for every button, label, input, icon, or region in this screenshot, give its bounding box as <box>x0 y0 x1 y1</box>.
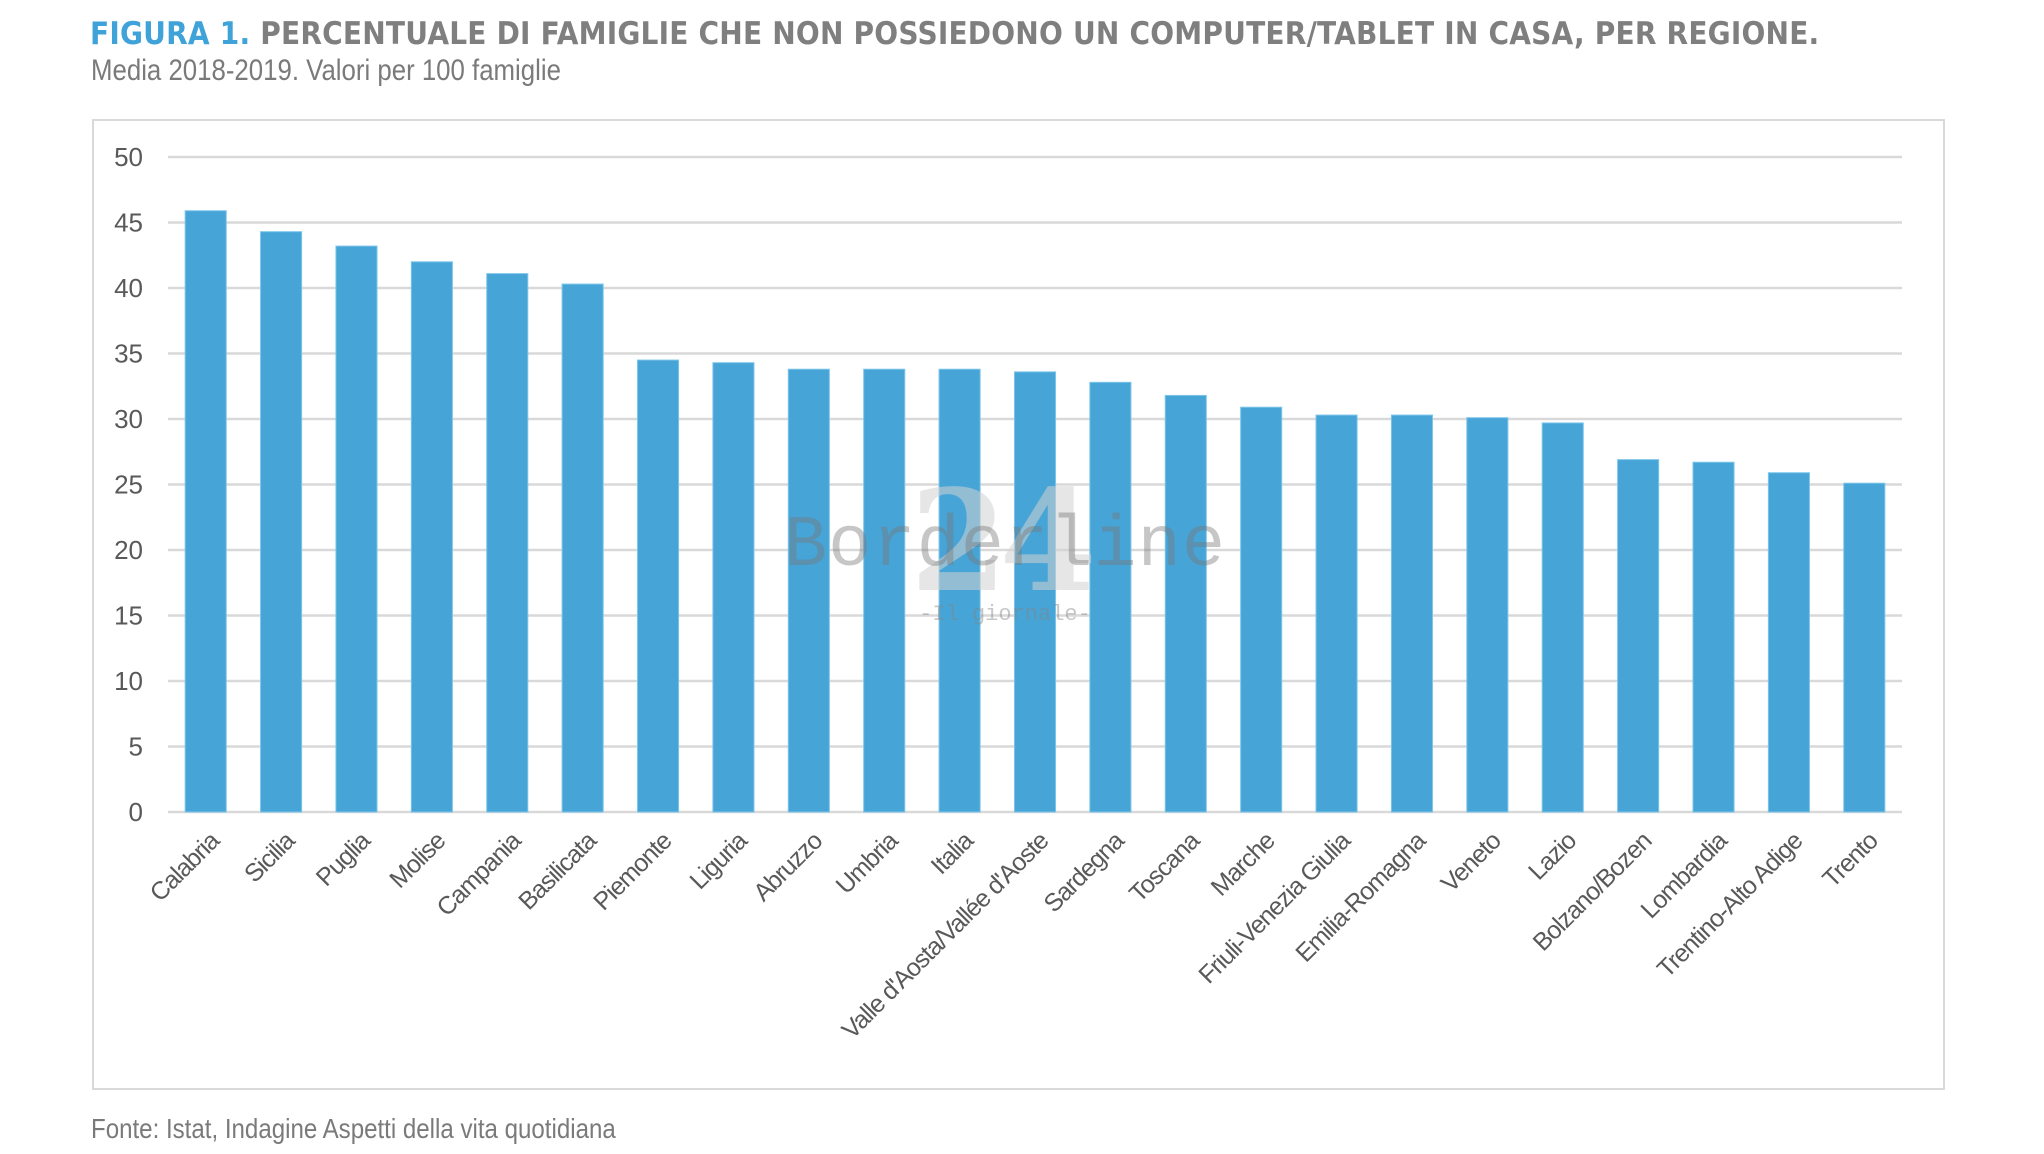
bar-sicilia <box>260 231 303 813</box>
y-tick-label: 40 <box>114 273 143 303</box>
y-axis-tick-labels: 0 5 10 15 20 25 30 35 40 45 50 <box>114 142 143 827</box>
bar-friuli-venezia-giulia <box>1315 414 1358 813</box>
bar-lombardia <box>1692 461 1735 813</box>
x-tick-label: Umbria <box>831 826 904 899</box>
y-tick-label: 25 <box>114 470 143 500</box>
bar-valle-d-aosta-vall-e-d-aoste <box>1013 371 1057 813</box>
bar-marche <box>1240 406 1283 813</box>
y-tick-label: 5 <box>129 732 143 762</box>
x-tick-label: Abruzzo <box>748 827 828 907</box>
y-tick-label: 10 <box>114 666 143 696</box>
x-tick-label: Puglia <box>311 826 376 891</box>
figure-title: FIGURA 1. PERCENTUALE DI FAMIGLIE CHE NO… <box>90 14 1819 54</box>
bar-piemonte <box>636 359 680 813</box>
figure-title-text: PERCENTUALE DI FAMIGLIE CHE NON POSSIEDO… <box>250 16 1820 52</box>
bar-trento <box>1843 482 1886 813</box>
bar-veneto <box>1466 417 1509 813</box>
x-tick-label: Molise <box>384 827 451 894</box>
bar-abruzzo <box>787 368 830 813</box>
x-tick-label: Calabria <box>145 826 226 907</box>
y-tick-label: 0 <box>129 797 143 827</box>
bar-calabria <box>184 210 227 813</box>
bar-emilia-romagna <box>1390 414 1434 813</box>
y-tick-label: 45 <box>114 208 143 238</box>
x-tick-label: Marche <box>1206 827 1281 902</box>
x-tick-label: Sardegna <box>1038 826 1130 918</box>
bar-umbria <box>863 368 906 813</box>
x-tick-label: Basilicata <box>513 826 602 915</box>
bar-toscana <box>1164 394 1207 813</box>
x-tick-label: Trento <box>1817 827 1883 893</box>
bar-molise <box>410 261 453 813</box>
bar-bolzano-bozen <box>1617 459 1660 813</box>
x-tick-label: Campania <box>431 826 526 921</box>
figure-subtitle: Media 2018-2019. Valori per 100 famiglie <box>91 54 561 87</box>
chart-frame <box>92 119 1945 1090</box>
bar-lazio <box>1541 422 1584 813</box>
bar-trentino-alto-adige <box>1767 472 1810 813</box>
source-note: Fonte: Istat, Indagine Aspetti della vit… <box>91 1113 616 1144</box>
bar-liguria <box>712 362 755 813</box>
y-tick-label: 35 <box>114 339 143 369</box>
x-tick-label: Trentino-Alto Adige <box>1652 827 1808 983</box>
y-tick-label: 30 <box>114 404 143 434</box>
x-tick-label: Emilia-Romagna <box>1290 826 1431 967</box>
bar-sardegna <box>1089 381 1132 813</box>
x-tick-label: Sicilia <box>239 826 301 888</box>
figure-label: FIGURA 1. <box>90 16 251 52</box>
y-tick-label: 50 <box>114 142 143 172</box>
bars <box>184 210 1886 813</box>
x-tick-label: Veneto <box>1436 827 1507 898</box>
bar-campania <box>486 273 529 813</box>
x-tick-label: Lazio <box>1523 827 1582 886</box>
x-tick-label: Toscana <box>1124 826 1205 907</box>
bar-basilicata <box>561 283 604 813</box>
y-tick-label: 20 <box>114 535 143 565</box>
x-tick-label: Piemonte <box>588 827 677 916</box>
x-tick-label: Italia <box>926 826 980 880</box>
bar-puglia <box>335 245 378 813</box>
x-tick-label: Liguria <box>684 826 753 895</box>
bar-italia <box>938 368 981 813</box>
x-axis-tick-labels: Calabria Sicilia Puglia MoliseCampaniaBasil… <box>145 826 1884 1044</box>
y-tick-label: 15 <box>114 601 143 631</box>
